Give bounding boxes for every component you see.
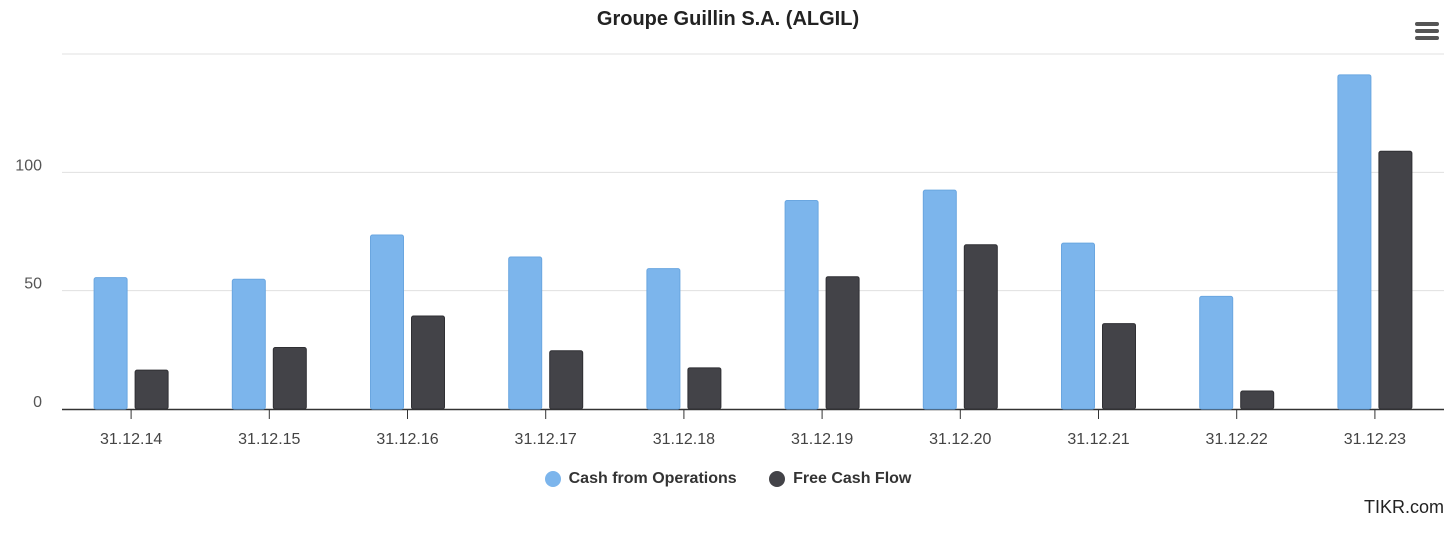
bar-cash-from-operations xyxy=(231,278,266,410)
bar-cash-from-operations xyxy=(508,256,543,410)
hamburger-menu-icon[interactable] xyxy=(1415,22,1439,42)
bar-cash-from-operations xyxy=(646,268,681,410)
y-tick-label: 0 xyxy=(33,394,42,411)
x-tick-label: 31.12.18 xyxy=(653,431,715,448)
y-tick-label: 100 xyxy=(15,157,42,174)
legend: Cash from Operations Free Cash Flow xyxy=(0,470,1456,492)
bar-free-cash-flow xyxy=(272,346,307,410)
bar-free-cash-flow xyxy=(1240,390,1275,410)
credit-text[interactable]: TIKR.com xyxy=(1363,497,1444,517)
bar-cash-from-operations xyxy=(1061,242,1095,410)
bar-free-cash-flow xyxy=(963,244,998,410)
bar-free-cash-flow xyxy=(1102,323,1136,410)
legend-item-cash-from-operations[interactable]: Cash from Operations xyxy=(544,470,737,488)
x-tick-label: 31.12.16 xyxy=(376,431,438,448)
plot-area: 0 50 100 31.12.14 31.12.15 31.12.16 31.12.17 31… xyxy=(15,53,1444,448)
x-tick-label: 31.12.21 xyxy=(1067,431,1129,448)
bar-cash-from-operations xyxy=(784,199,819,410)
legend-swatch-cash-from-operations xyxy=(544,471,561,487)
x-tick-label: 31.12.15 xyxy=(238,431,300,448)
bar-free-cash-flow xyxy=(1378,150,1413,410)
bar-cash-from-operations xyxy=(1337,74,1372,410)
bar-cash-from-operations xyxy=(1199,295,1234,410)
legend-label-cash-from-operations: Cash from Operations xyxy=(568,470,737,487)
x-tick-label: 31.12.19 xyxy=(791,431,853,448)
legend-item-free-cash-flow[interactable]: Free Cash Flow xyxy=(769,470,911,488)
x-tick-label: 31.12.17 xyxy=(515,431,577,448)
bar-free-cash-flow xyxy=(411,315,445,410)
bar-free-cash-flow xyxy=(549,350,584,410)
x-tick-label: 31.12.14 xyxy=(100,431,162,448)
bar-cash-from-operations xyxy=(93,277,128,410)
bar-free-cash-flow xyxy=(134,369,169,410)
legend-label-free-cash-flow: Free Cash Flow xyxy=(793,470,912,487)
x-tick-label: 31.12.22 xyxy=(1206,431,1268,448)
chart-title: Groupe Guillin S.A. (ALGIL) xyxy=(596,8,860,30)
bar-free-cash-flow xyxy=(687,367,722,410)
bar-cash-from-operations xyxy=(370,234,404,410)
x-tick-label: 31.12.20 xyxy=(929,431,991,448)
y-tick-label: 50 xyxy=(24,276,42,293)
legend-swatch-free-cash-flow xyxy=(769,471,786,487)
bar-free-cash-flow xyxy=(825,276,860,410)
bar-cash-from-operations xyxy=(922,189,957,410)
x-tick-label: 31.12.23 xyxy=(1344,431,1406,448)
